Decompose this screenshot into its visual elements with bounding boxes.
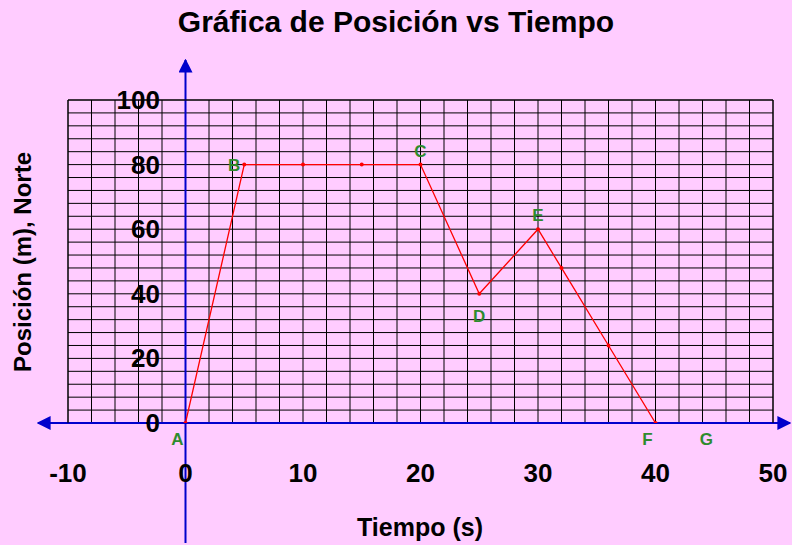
- minor-grid-line: [702, 100, 703, 423]
- point-label: F: [642, 430, 652, 449]
- y-axis-label: Posición (m), Norte: [9, 152, 36, 372]
- title: Gráfica de Posición vs Tiempo: [178, 5, 614, 38]
- grid: [68, 100, 773, 423]
- minor-grid-line: [491, 100, 492, 423]
- point-label: E: [532, 206, 543, 225]
- minor-grid-line: [91, 100, 92, 423]
- x-tick-label: 30: [524, 458, 553, 488]
- minor-grid-line: [514, 100, 515, 423]
- point-marker: [419, 163, 423, 167]
- point-marker: [654, 421, 658, 423]
- minor-grid-line: [397, 100, 398, 423]
- grid-line: [538, 100, 539, 423]
- minor-grid-line: [679, 100, 680, 423]
- background: [0, 0, 792, 545]
- y-tick-label: 100: [117, 85, 160, 115]
- y-tick-label: 0: [146, 408, 160, 438]
- x-tick-label: 20: [406, 458, 435, 488]
- x-tick-label: 40: [641, 458, 670, 488]
- grid-line: [303, 100, 304, 423]
- minor-grid-line: [232, 100, 233, 423]
- minor-grid-line: [561, 100, 562, 423]
- minor-grid-line: [749, 100, 750, 423]
- y-tick-label: 60: [131, 214, 160, 244]
- point-marker: [242, 163, 246, 167]
- minor-grid-line: [162, 100, 163, 423]
- grid-line: [773, 100, 774, 423]
- point-label: A: [171, 430, 183, 449]
- plot-area: [184, 163, 658, 423]
- minor-grid-line: [138, 100, 139, 423]
- minor-grid-line: [209, 100, 210, 423]
- minor-grid-line: [256, 100, 257, 423]
- minor-grid-line: [279, 100, 280, 423]
- point-label: B: [228, 156, 240, 175]
- point-marker: [301, 163, 305, 167]
- minor-grid-line: [467, 100, 468, 423]
- x-axis-label: Tiempo (s): [357, 513, 483, 541]
- minor-grid-line: [608, 100, 609, 423]
- x-tick-label: 50: [759, 458, 788, 488]
- series-line: [186, 165, 656, 423]
- grid-line: [68, 229, 773, 230]
- x-tick-label: 10: [289, 458, 318, 488]
- minor-grid-line: [326, 100, 327, 423]
- frame-top: [68, 100, 773, 101]
- minor-grid-line: [726, 100, 727, 423]
- point-marker: [360, 163, 364, 167]
- minor-grid-line: [373, 100, 374, 423]
- point-marker: [607, 343, 611, 347]
- frame-left: [68, 100, 69, 423]
- grid-line: [68, 293, 773, 294]
- point-marker: [536, 227, 540, 231]
- grid-line: [655, 100, 656, 423]
- y-tick-label: 40: [131, 279, 160, 309]
- minor-grid-line: [444, 100, 445, 423]
- point-label: C: [414, 142, 426, 161]
- x-tick-label: 0: [178, 458, 192, 488]
- point-marker: [477, 292, 481, 296]
- x-tick-label: -10: [49, 458, 87, 488]
- minor-grid-line: [632, 100, 633, 423]
- frame-right: [773, 100, 774, 423]
- grid-line: [68, 358, 773, 359]
- y-tick-label: 80: [131, 150, 160, 180]
- minor-grid-line: [585, 100, 586, 423]
- point-marker: [560, 266, 564, 270]
- grid-line: [68, 100, 773, 101]
- point-label: D: [473, 307, 485, 326]
- minor-grid-line: [115, 100, 116, 423]
- minor-grid-line: [350, 100, 351, 423]
- point-label: G: [700, 430, 713, 449]
- point-marker: [184, 421, 188, 423]
- chart: -10 0 10 20 30 40 50 0 20 40 60 80 100 Gráfica de Pos…: [0, 0, 792, 545]
- grid-line: [68, 100, 69, 423]
- y-tick-label: 20: [131, 343, 160, 373]
